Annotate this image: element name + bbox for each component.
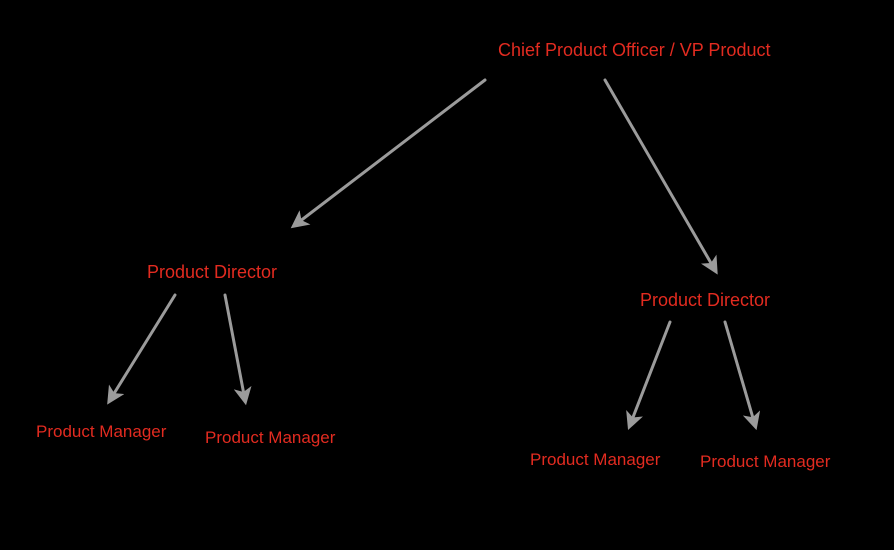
edge-arrow [725,322,755,425]
edge-arrow [295,80,485,225]
node-pm-left-1: Product Manager [36,422,166,442]
node-pm-right-1: Product Manager [530,450,660,470]
edge-arrow [630,322,670,425]
org-chart: Chief Product Officer / VP Product Produ… [0,0,894,550]
edge-arrow [110,295,175,400]
edge-arrow [605,80,715,270]
node-pm-right-2: Product Manager [700,452,830,472]
node-pm-left-2: Product Manager [205,428,335,448]
node-director-right: Product Director [640,290,770,311]
edge-arrow [225,295,245,400]
node-director-left: Product Director [147,262,277,283]
node-cpo: Chief Product Officer / VP Product [498,40,770,61]
